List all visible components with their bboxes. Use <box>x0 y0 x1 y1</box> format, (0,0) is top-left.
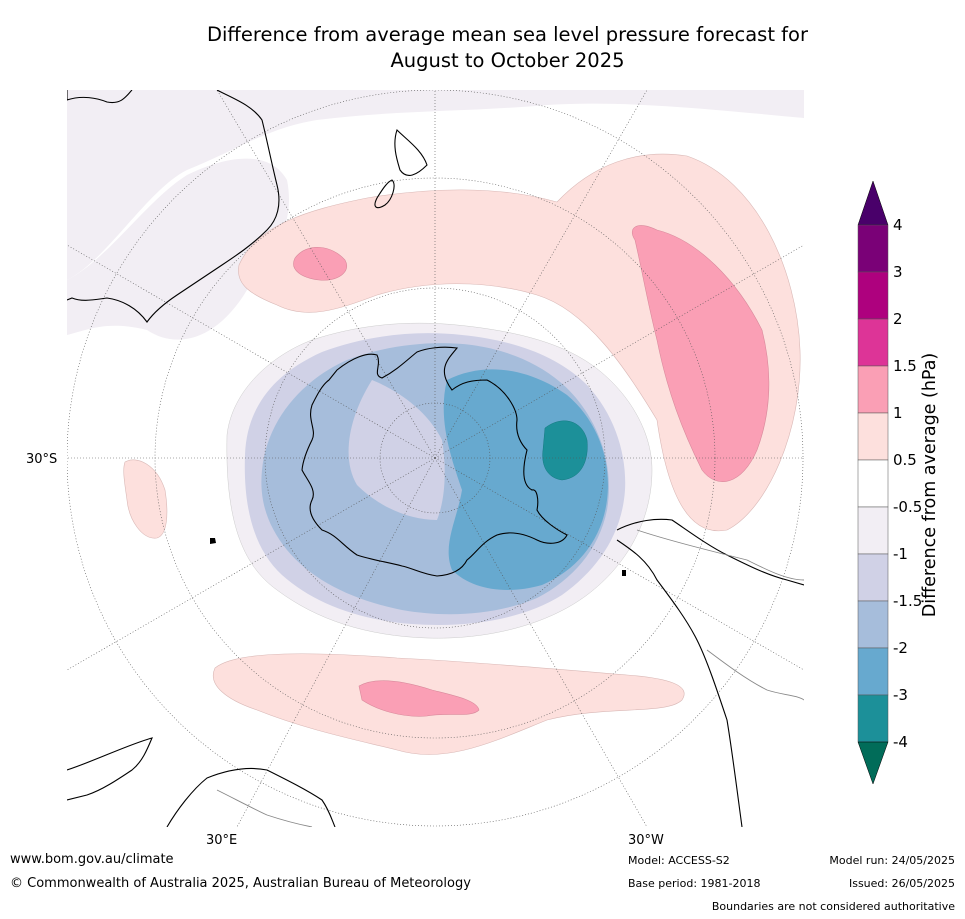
colorbar-bin <box>857 459 889 508</box>
colorbar-tick-label: 3 <box>893 263 903 281</box>
model-text: Model: ACCESS-S2 <box>628 854 730 867</box>
colorbar-bin <box>857 694 889 743</box>
colorbar-tick-label: -2 <box>893 639 908 657</box>
graticule <box>67 90 804 827</box>
south-america-coastline <box>616 518 804 827</box>
model-run-text: Model run: 24/05/2025 <box>829 854 955 867</box>
colorbar-tick-label: 1.5 <box>893 357 917 375</box>
colorbar-tick-label: 1 <box>893 404 903 422</box>
colorbar-tick-label: -1 <box>893 545 908 563</box>
lon-label-30e: 30°E <box>206 833 238 848</box>
south-america-border <box>636 529 804 701</box>
colorbar-tick-label: -1.5 <box>893 592 923 610</box>
anomaly-positive-island-west <box>123 459 168 539</box>
colorbar-extend-top <box>857 180 889 226</box>
issued-text: Issued: 26/05/2025 <box>848 877 955 890</box>
colorbar-tick-label: 0.5 <box>893 451 917 469</box>
anomaly-lilac-region-north <box>67 90 804 280</box>
base-period-text: Base period: 1981-2018 <box>628 877 761 890</box>
colorbar-bin <box>857 553 889 602</box>
copyright-text: © Commonwealth of Australia 2025, Austra… <box>10 876 471 891</box>
island-southeast <box>622 570 626 576</box>
map-title-line-2: August to October 2025 <box>390 49 625 72</box>
anomaly-positive-strong-south <box>358 680 480 717</box>
australia-coastline <box>67 90 280 323</box>
colorbar-tick-label: -0.5 <box>893 498 923 516</box>
map-title-line-1: Difference from average mean sea level p… <box>207 23 808 46</box>
colorbar-bin <box>857 412 889 461</box>
antarctica-coastline <box>301 346 568 577</box>
colorbar-tick-label: -3 <box>893 686 908 704</box>
colorbar-tick-label: 2 <box>893 310 903 328</box>
colorbar-bin <box>857 224 889 273</box>
colorbar-bin <box>857 271 889 320</box>
africa-border <box>216 789 313 827</box>
new-zealand-coastline <box>374 128 428 209</box>
colorbar-bin <box>857 600 889 649</box>
colorbar-tick-label: -4 <box>893 733 908 751</box>
colorbar-bin <box>857 506 889 555</box>
pressure-anomaly-map <box>67 90 804 827</box>
lon-label-30w: 30°W <box>628 833 664 848</box>
anomaly-negative-level-5 <box>542 420 588 481</box>
africa-coastline <box>67 737 336 827</box>
anomaly-lilac-region-west <box>67 158 289 340</box>
colorbar-tick-label: 4 <box>893 216 903 234</box>
colorbar-bin <box>857 365 889 414</box>
colorbar-extend-bottom <box>857 741 889 785</box>
lat-label-30s: 30°S <box>26 452 58 467</box>
website-link[interactable]: www.bom.gov.au/climate <box>10 852 174 867</box>
map-title: Difference from average mean sea level p… <box>0 22 965 74</box>
disclaimer-text: Boundaries are not considered authoritat… <box>711 900 955 913</box>
colorbar-title: Difference from average (hPa) <box>920 352 940 618</box>
colorbar-bin <box>857 647 889 696</box>
colorbar <box>857 180 889 785</box>
colorbar-bin <box>857 318 889 367</box>
anomaly-positive-strong-east <box>631 225 770 482</box>
island-west <box>210 538 216 544</box>
